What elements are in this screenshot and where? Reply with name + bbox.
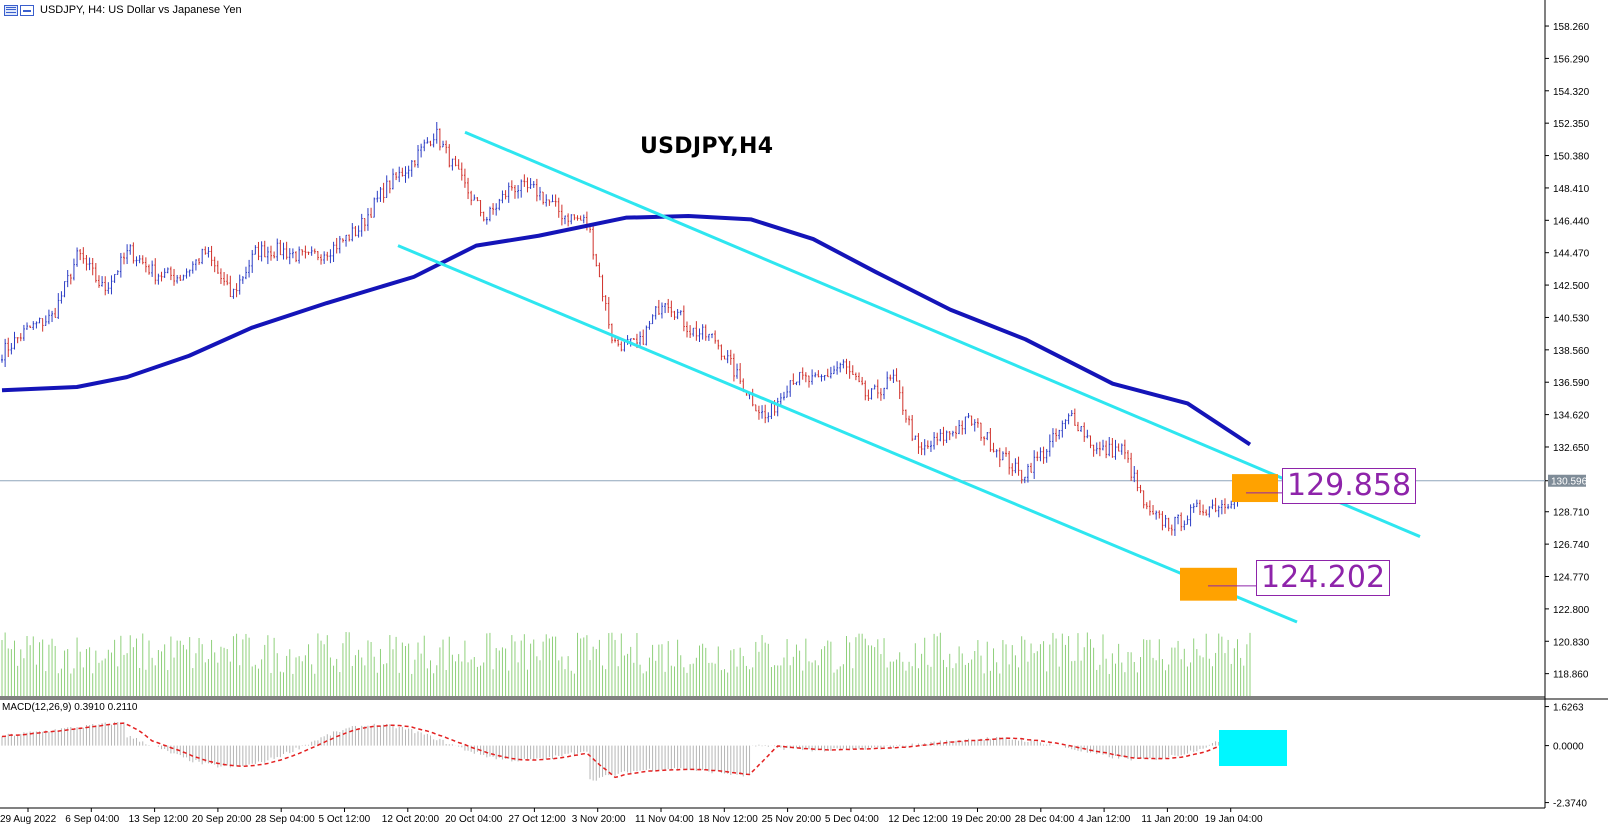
macd-tick-label: 1.6263	[1553, 703, 1584, 714]
macd-label: MACD(12,26,9) 0.3910 0.2110	[2, 702, 138, 713]
price-tick-label: 150.380	[1553, 152, 1590, 163]
target-lower-zone	[1180, 567, 1237, 601]
current-price-label: 130.596	[1551, 477, 1588, 488]
time-tick-label: 20 Oct 04:00	[445, 814, 503, 825]
price-tick-label: 140.530	[1553, 313, 1590, 324]
price-tick-label: 120.830	[1553, 637, 1590, 648]
time-tick-label: 25 Nov 20:00	[762, 814, 822, 825]
price-tick-label: 154.320	[1553, 87, 1590, 98]
macd-highlight-box	[1219, 730, 1287, 766]
chart-header: USDJPY, H4: US Dollar vs Japanese Yen	[4, 2, 242, 18]
price-tick-label: 134.620	[1553, 411, 1590, 422]
time-tick-label: 28 Dec 04:00	[1015, 814, 1075, 825]
time-tick-label: 19 Jan 04:00	[1205, 814, 1263, 825]
price-tick-label: 158.260	[1553, 22, 1590, 33]
target-upper-zone	[1232, 474, 1278, 503]
time-tick-label: 19 Dec 20:00	[952, 814, 1012, 825]
symbol-window-icon[interactable]	[20, 4, 34, 16]
time-tick-label: 18 Nov 12:00	[698, 814, 758, 825]
price-tick-label: 144.470	[1553, 249, 1590, 260]
macd-histogram	[1, 721, 1251, 781]
time-tick-label: 11 Jan 20:00	[1141, 814, 1199, 825]
time-tick-label: 12 Dec 12:00	[888, 814, 948, 825]
channel-lower-line	[397, 244, 1298, 624]
time-tick-label: 13 Sep 12:00	[129, 814, 189, 825]
time-tick-label: 27 Oct 12:00	[508, 814, 566, 825]
macd-tick-label: 0.0000	[1553, 742, 1584, 753]
target-upper-label[interactable]: 129.858	[1282, 468, 1417, 504]
time-tick-label: 12 Oct 20:00	[382, 814, 440, 825]
price-tick-label: 142.500	[1553, 281, 1590, 292]
volume-bars	[1, 632, 1251, 696]
price-tick-label: 146.440	[1553, 216, 1590, 227]
current-price-tag	[1548, 474, 1586, 487]
macd-signal-line	[1, 722, 1251, 779]
time-tick-label: 28 Sep 04:00	[255, 814, 315, 825]
time-tick-label: 4 Jan 12:00	[1078, 814, 1131, 825]
price-tick-label: 128.710	[1553, 508, 1590, 519]
time-tick-label: 5 Oct 12:00	[319, 814, 371, 825]
time-tick-label: 29 Aug 2022	[0, 814, 57, 825]
target-lower-label[interactable]: 124.202	[1256, 560, 1391, 596]
chart-window-title: USDJPY, H4: US Dollar vs Japanese Yen	[40, 4, 242, 16]
time-tick-label: 5 Dec 04:00	[825, 814, 879, 825]
candles	[1, 121, 1251, 536]
price-tick-label: 152.350	[1553, 119, 1590, 130]
price-tick-label: 132.650	[1553, 443, 1590, 454]
macd-tick-label: -2.3740	[1553, 799, 1587, 810]
price-tick-label: 124.770	[1553, 573, 1590, 584]
time-tick-label: 11 Nov 04:00	[635, 814, 694, 825]
price-tick-label: 148.410	[1553, 184, 1590, 195]
moving-average-line	[1, 214, 1252, 447]
price-tick-label: 122.800	[1553, 605, 1590, 616]
price-tick-label: 138.560	[1553, 346, 1590, 357]
time-tick-label: 20 Sep 20:00	[192, 814, 252, 825]
channel-upper-line	[464, 130, 1421, 538]
price-tick-label: 126.740	[1553, 540, 1590, 551]
time-tick-label: 3 Nov 20:00	[572, 814, 626, 825]
price-tick-label: 118.860	[1553, 670, 1589, 681]
price-tick-label: 156.290	[1553, 54, 1590, 65]
price-tick-label: 136.590	[1553, 378, 1590, 389]
chart-window-icon[interactable]	[4, 4, 18, 16]
time-tick-label: 6 Sep 04:00	[65, 814, 119, 825]
chart-title: USDJPY,H4	[640, 134, 774, 159]
